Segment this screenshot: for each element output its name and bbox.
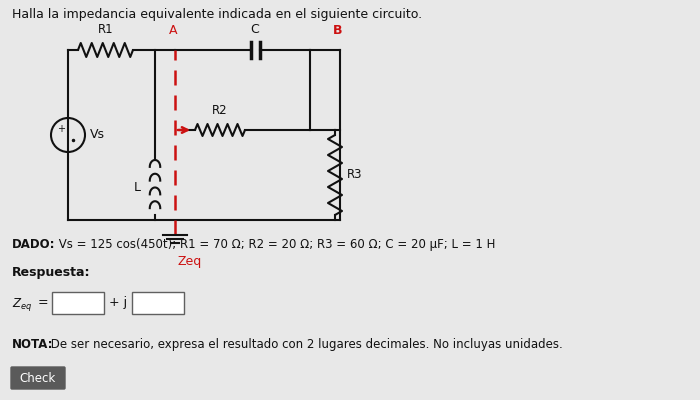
Text: B: B [333,24,343,37]
Text: Halla la impedancia equivalente indicada en el siguiente circuito.: Halla la impedancia equivalente indicada… [12,8,422,21]
FancyBboxPatch shape [11,367,65,389]
Text: Vs: Vs [90,128,105,142]
Text: Check: Check [20,372,56,384]
Text: =: = [38,296,48,309]
Text: R3: R3 [347,168,363,182]
Text: R2: R2 [212,104,228,117]
Text: +: + [57,124,65,134]
Text: DADO:: DADO: [12,238,55,251]
Bar [52,292,104,314]
Text: $Z_{eq}$: $Z_{eq}$ [12,296,32,313]
Text: R1: R1 [98,23,113,36]
Text: Zeq: Zeq [178,255,202,268]
Text: De ser necesario, expresa el resultado con 2 lugares decimales. No incluyas unid: De ser necesario, expresa el resultado c… [47,338,563,351]
Text: A: A [169,24,177,37]
Bar [132,292,184,314]
Text: C: C [251,23,260,36]
Text: + j: + j [109,296,127,309]
Text: L: L [134,181,141,194]
Text: Vs = 125 cos(450t); R1 = 70 Ω; R2 = 20 Ω; R3 = 60 Ω; C = 20 μF; L = 1 H: Vs = 125 cos(450t); R1 = 70 Ω; R2 = 20 Ω… [55,238,496,251]
Text: NOTA:: NOTA: [12,338,53,351]
Text: Respuesta:: Respuesta: [12,266,90,279]
